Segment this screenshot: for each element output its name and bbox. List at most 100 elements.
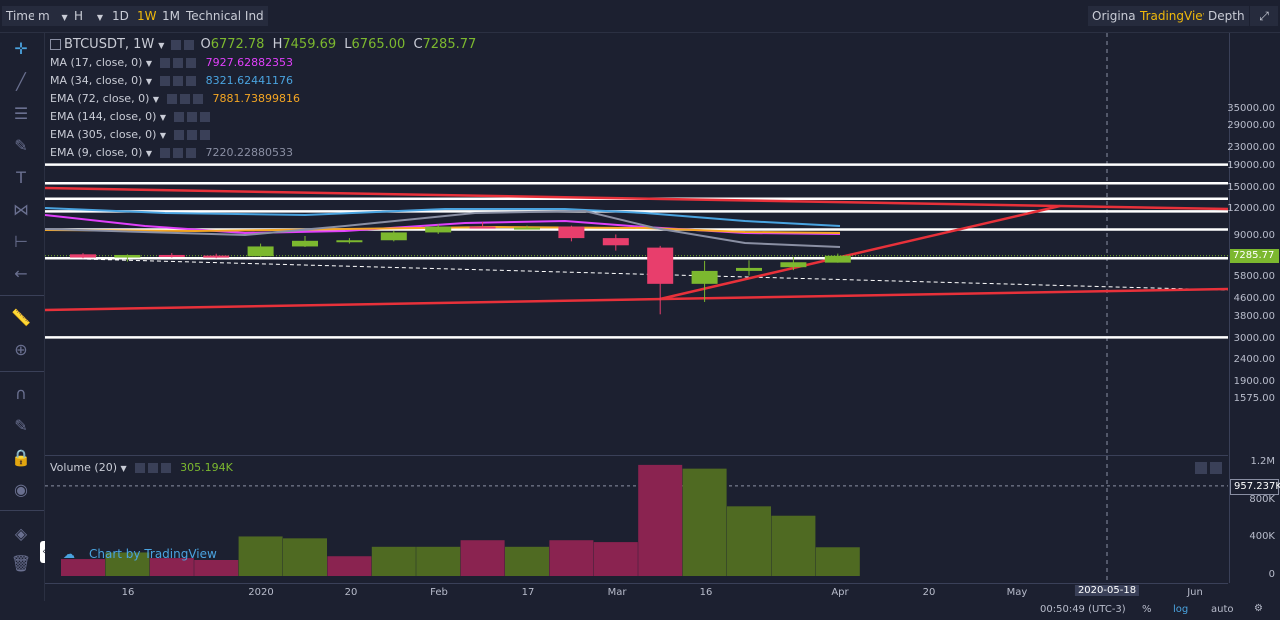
- chevron-down-icon[interactable]: ▼: [158, 41, 165, 50]
- original-view-button[interactable]: Original: [1088, 6, 1143, 26]
- candle-body: [70, 254, 96, 258]
- candle-body: [158, 254, 185, 257]
- eye-icon[interactable]: ◉: [14, 480, 28, 499]
- indicator-row[interactable]: MA (34, close, 0) ▼ 8321.62441176: [50, 73, 293, 89]
- chevron-down-icon[interactable]: ▼: [145, 77, 153, 86]
- settings-icon[interactable]: [173, 148, 184, 158]
- price-tick-label: 9000.00: [1233, 230, 1275, 241]
- percent-scale-button[interactable]: %: [1142, 604, 1152, 615]
- magnet-icon[interactable]: ∩: [15, 384, 27, 403]
- volume-value: 305.194K: [180, 461, 233, 474]
- eye-icon[interactable]: [174, 112, 185, 122]
- volume-pane[interactable]: Volume (20) ▼ 305.194K ☁ Chart by Trading…: [45, 455, 1228, 584]
- indicator-row[interactable]: EMA (72, close, 0) ▼ 7881.73899816: [50, 91, 300, 107]
- eye-icon[interactable]: [174, 130, 185, 140]
- lock-drawing-icon[interactable]: ✎: [14, 416, 28, 435]
- indicator-name: EMA (9, close, 0): [50, 146, 143, 159]
- eye-icon[interactable]: [134, 463, 145, 473]
- interval-1m-button[interactable]: 1M: [158, 6, 184, 26]
- price-tick-label: 29000.00: [1227, 120, 1275, 132]
- settings-icon[interactable]: [187, 130, 198, 140]
- trash-icon[interactable]: 🗑: [10, 554, 32, 573]
- prediction-icon[interactable]: ⊢: [14, 232, 28, 251]
- trendline-icon[interactable]: ╱: [16, 72, 26, 91]
- close-icon[interactable]: [186, 148, 197, 158]
- open-value: 6772.78: [210, 37, 265, 52]
- depth-view-button[interactable]: Depth: [1204, 6, 1249, 26]
- interval-1d-button[interactable]: 1D: [108, 6, 133, 26]
- close-icon[interactable]: [186, 76, 197, 86]
- watermark-text: Chart by TradingView: [89, 547, 217, 561]
- indicator-row[interactable]: EMA (305, close, 0) ▼: [50, 127, 211, 143]
- settings-icon[interactable]: [173, 76, 184, 86]
- price-axis[interactable]: 35000.00 29000.00 23000.00 19000.00 15000.00…: [1227, 33, 1280, 583]
- price-chart-canvas: [45, 33, 1228, 453]
- chevron-down-icon[interactable]: ▼: [159, 113, 167, 122]
- price-tick-label: 3800.00: [1233, 310, 1275, 322]
- back-arrow-icon[interactable]: ←: [14, 264, 28, 283]
- close-value: 7285.77: [422, 37, 477, 52]
- volume-bar: [61, 559, 105, 576]
- tradingview-view-button[interactable]: TradingView: [1136, 6, 1217, 26]
- candle-body: [736, 267, 762, 271]
- log-scale-button[interactable]: log: [1173, 604, 1189, 615]
- close-icon[interactable]: [200, 112, 211, 122]
- chevron-down-icon[interactable]: ▼: [120, 464, 127, 473]
- text-icon[interactable]: T: [16, 168, 26, 187]
- zoom-icon[interactable]: ⊕: [14, 340, 28, 359]
- interval-1w-button[interactable]: 1W: [133, 6, 161, 26]
- symbol-pair: BTCUSDT, 1W: [64, 37, 155, 52]
- pane-maximize-icon[interactable]: [1210, 462, 1222, 474]
- fib-retracement-icon[interactable]: ☰: [13, 104, 29, 123]
- close-icon[interactable]: [200, 130, 211, 140]
- minute-dropdown[interactable]: m ▼: [34, 6, 72, 26]
- layers-icon[interactable]: ◈: [14, 524, 28, 543]
- chevron-down-icon[interactable]: ▼: [145, 149, 153, 158]
- indicator-row[interactable]: EMA (144, close, 0) ▼: [50, 109, 211, 125]
- volume-bar: [593, 542, 638, 576]
- fullscreen-icon[interactable]: ⤢: [1250, 6, 1278, 26]
- collapse-toolbar-button[interactable]: ‹: [40, 541, 48, 563]
- pane-up-icon[interactable]: [1195, 462, 1207, 474]
- pattern-icon[interactable]: ⋈: [13, 200, 29, 219]
- settings-icon[interactable]: [180, 94, 191, 104]
- chevron-down-icon[interactable]: ▼: [159, 131, 167, 140]
- volume-tick-label: 400K: [1249, 531, 1275, 543]
- hour-dropdown[interactable]: H ▼: [70, 6, 112, 26]
- settings-icon[interactable]: [184, 39, 195, 50]
- lock-icon[interactable]: 🔒: [11, 448, 31, 467]
- collapse-icon[interactable]: [50, 39, 61, 50]
- eye-icon[interactable]: [167, 94, 178, 104]
- settings-icon[interactable]: [171, 39, 182, 50]
- price-chart[interactable]: BTCUSDT, 1W ▼ O6772.78 H7459.69 L6765.00 C…: [45, 33, 1228, 453]
- indicator-row[interactable]: EMA (9, close, 0) ▼ 7220.22880533: [50, 145, 293, 161]
- settings-icon[interactable]: [187, 112, 198, 122]
- settings-gear-icon[interactable]: ⚙: [1254, 603, 1263, 614]
- moving-average-line: [45, 209, 841, 248]
- volume-tick-label: 957.237K: [1230, 478, 1280, 495]
- indicator-row[interactable]: MA (17, close, 0) ▼ 7927.62882353: [50, 55, 293, 71]
- eye-icon[interactable]: [160, 76, 171, 86]
- close-icon[interactable]: [193, 94, 204, 104]
- settings-icon[interactable]: [173, 58, 184, 68]
- close-icon[interactable]: [186, 58, 197, 68]
- time-tick-label: Mar: [607, 587, 627, 598]
- ruler-icon[interactable]: 📏: [11, 308, 31, 327]
- brush-icon[interactable]: ✎: [14, 136, 28, 155]
- settings-icon[interactable]: [147, 463, 158, 473]
- indicator-name: EMA (72, close, 0): [50, 92, 150, 105]
- eye-icon[interactable]: [160, 148, 171, 158]
- price-tick-label: 1575.00: [1233, 393, 1275, 405]
- close-icon[interactable]: [160, 463, 171, 473]
- technical-indicators-button[interactable]: Technical Ind: [182, 6, 268, 26]
- candle-body: [292, 240, 318, 247]
- eye-icon[interactable]: [160, 58, 171, 68]
- crosshair-icon[interactable]: ✛: [14, 39, 28, 58]
- time-tick-label: 2020-05-18: [1074, 585, 1140, 596]
- time-axis[interactable]: 16 2020 20 Feb 17 Mar 16 Apr 20 May 2020-05-18 Jun: [45, 583, 1228, 602]
- chevron-down-icon[interactable]: ▼: [152, 95, 160, 104]
- chevron-down-icon[interactable]: ▼: [145, 59, 153, 68]
- tradingview-watermark[interactable]: ☁ Chart by TradingView: [63, 547, 217, 561]
- candle-body: [469, 226, 496, 229]
- auto-scale-button[interactable]: auto: [1211, 604, 1234, 615]
